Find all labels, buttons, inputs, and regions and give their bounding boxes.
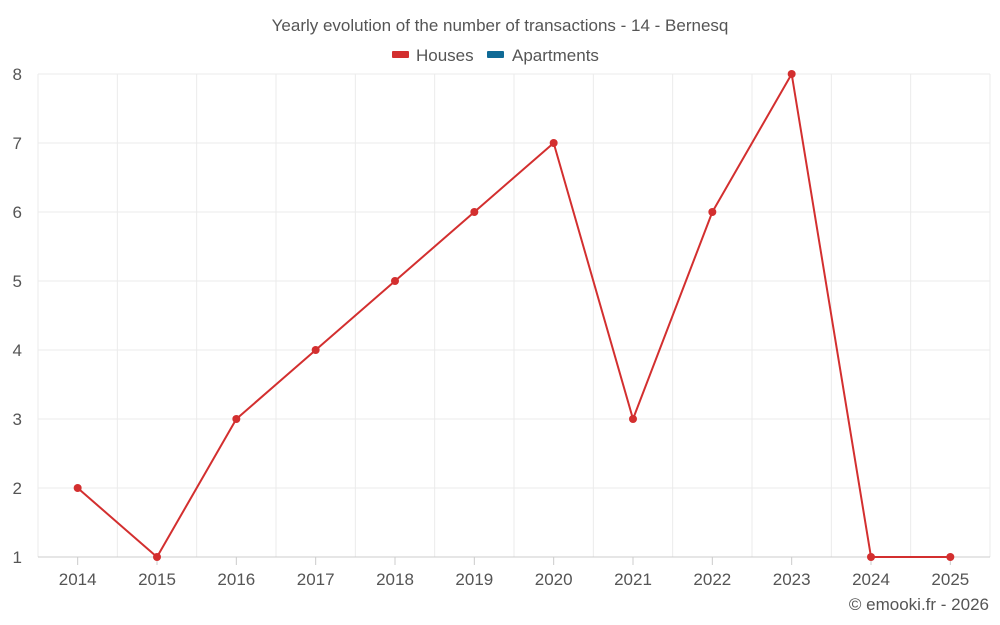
y-tick-label: 3 bbox=[13, 410, 22, 429]
legend-label-houses: Houses bbox=[416, 46, 474, 65]
x-tick-label: 2022 bbox=[693, 570, 731, 589]
data-point-houses-2020[interactable] bbox=[549, 139, 558, 147]
data-point-houses-2017[interactable] bbox=[311, 346, 320, 354]
legend-item-apartments[interactable]: Apartments bbox=[487, 46, 599, 65]
x-tick-label: 2025 bbox=[931, 570, 969, 589]
legend-label-apartments: Apartments bbox=[512, 46, 599, 65]
grid bbox=[37, 73, 991, 557]
legend-swatch-houses bbox=[392, 51, 409, 58]
y-tick-label: 2 bbox=[13, 479, 22, 498]
x-tick-label: 2015 bbox=[138, 570, 176, 589]
y-tick-label: 1 bbox=[13, 548, 22, 567]
data-point-houses-2023[interactable] bbox=[787, 70, 796, 78]
y-tick-label: 6 bbox=[13, 203, 22, 222]
legend: Houses Apartments bbox=[392, 46, 599, 65]
legend-swatch-apartments bbox=[487, 51, 504, 58]
y-tick-label: 7 bbox=[13, 134, 22, 153]
legend-item-houses[interactable]: Houses bbox=[392, 46, 474, 65]
x-tick-label: 2021 bbox=[614, 570, 652, 589]
y-tick-label: 4 bbox=[13, 341, 22, 360]
data-point-houses-2021[interactable] bbox=[629, 415, 637, 423]
data-point-houses-2024[interactable] bbox=[867, 553, 875, 561]
data-point-houses-2015[interactable] bbox=[153, 553, 161, 561]
x-tick-label: 2014 bbox=[59, 570, 97, 589]
credit-text: © emooki.fr - 2026 bbox=[849, 595, 989, 614]
data-point-houses-2014[interactable] bbox=[73, 484, 82, 492]
y-tick-label: 8 bbox=[13, 65, 22, 84]
y-tick-label: 5 bbox=[13, 272, 22, 291]
x-tick-label: 2023 bbox=[773, 570, 811, 589]
series-line-houses bbox=[77, 73, 951, 558]
x-tick-label: 2019 bbox=[455, 570, 493, 589]
axes bbox=[38, 556, 990, 565]
data-point-houses-2016[interactable] bbox=[232, 415, 241, 423]
series-houses-points bbox=[73, 70, 955, 561]
chart-title: Yearly evolution of the number of transa… bbox=[272, 16, 729, 35]
series-houses bbox=[77, 73, 951, 558]
x-tick-label: 2016 bbox=[217, 570, 255, 589]
y-tick-labels: 1 2 3 4 5 6 7 8 bbox=[13, 65, 22, 567]
data-point-houses-2019[interactable] bbox=[470, 208, 479, 216]
x-tick-labels: 2014 2015 2016 2017 2018 2019 2020 2021 2022 2023… bbox=[59, 570, 969, 589]
x-tick-label: 2024 bbox=[852, 570, 890, 589]
x-tick-label: 2017 bbox=[297, 570, 335, 589]
x-tick-label: 2018 bbox=[376, 570, 414, 589]
x-tick-label: 2020 bbox=[535, 570, 573, 589]
data-point-houses-2025[interactable] bbox=[946, 553, 955, 561]
data-point-houses-2018[interactable] bbox=[391, 277, 399, 285]
data-point-houses-2022[interactable] bbox=[708, 208, 717, 216]
